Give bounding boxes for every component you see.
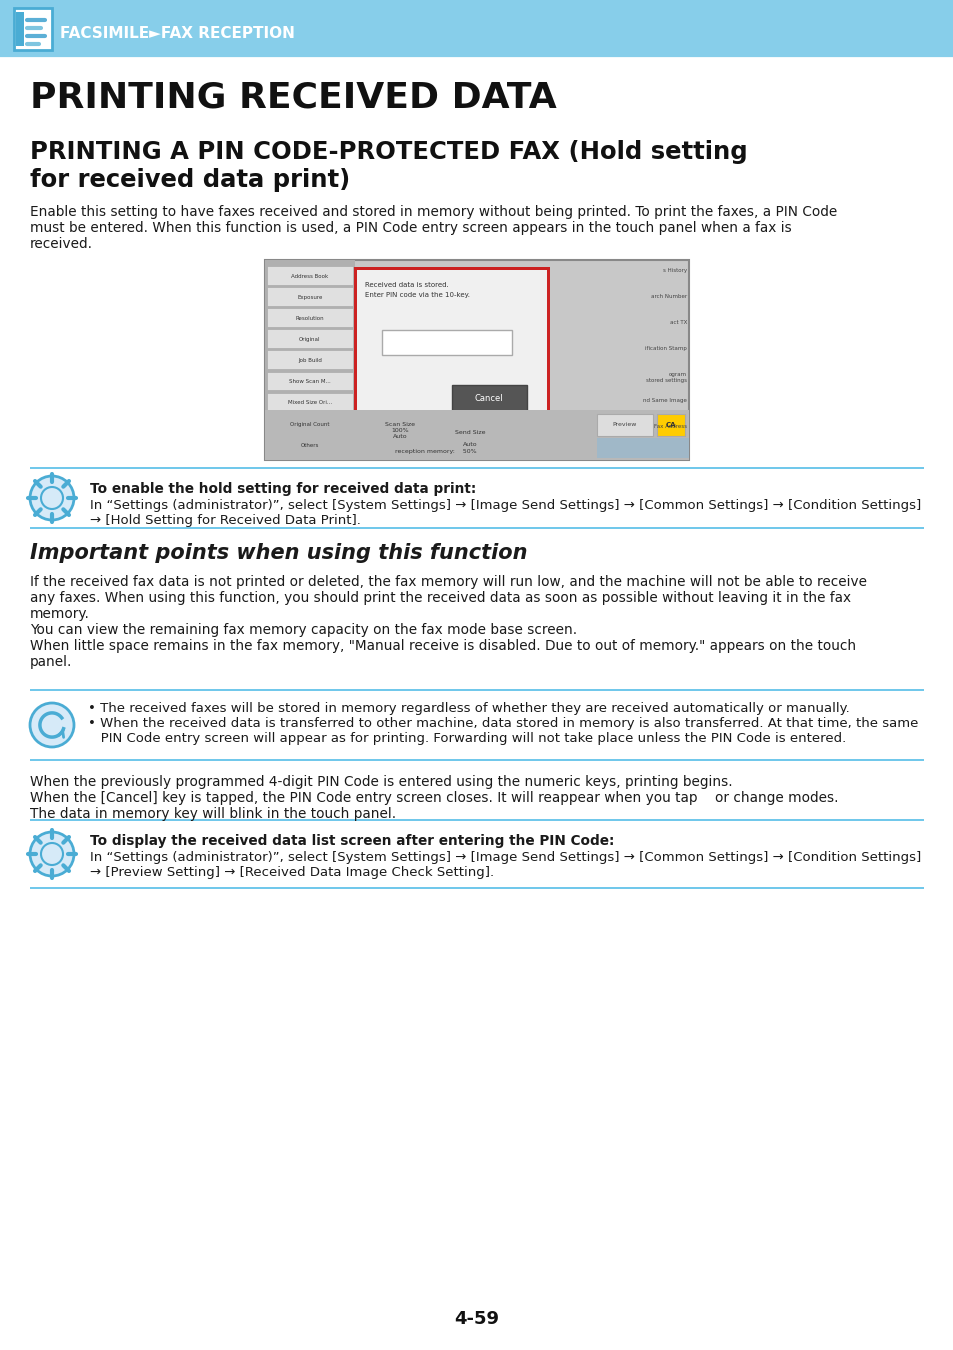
Text: s History: s History [662,269,686,273]
Text: memory.: memory. [30,608,90,621]
Text: panel.: panel. [30,655,72,670]
Text: for received data print): for received data print) [30,167,350,192]
Text: → [Hold Setting for Received Data Print].: → [Hold Setting for Received Data Print]… [90,514,360,526]
Text: Important points when using this function: Important points when using this functio… [30,543,527,563]
Text: FACSIMILE►FAX RECEPTION: FACSIMILE►FAX RECEPTION [60,27,294,42]
Text: Mixed Size Ori...: Mixed Size Ori... [288,401,332,405]
Text: Address Book: Address Book [291,274,328,279]
Bar [265,261,355,460]
Text: • When the received data is transferred to other machine, data stored in memory : • When the received data is transferred … [88,717,918,730]
Bar [267,371,353,390]
Text: Fax Address: Fax Address [654,424,686,429]
Bar [657,414,684,436]
Text: 4-59: 4-59 [454,1310,499,1328]
Text: In “Settings (administrator)”, select [System Settings] → [Image Send Settings] : In “Settings (administrator)”, select [S… [90,500,921,512]
Text: any faxes. When using this function, you should print the received data as soon : any faxes. When using this function, you… [30,591,850,605]
Bar [267,393,353,412]
Text: PIN Code entry screen will appear as for printing. Forwarding will not take plac: PIN Code entry screen will appear as for… [88,732,845,745]
Text: Cancel: Cancel [475,394,503,404]
Text: PRINTING RECEIVED DATA: PRINTING RECEIVED DATA [30,80,557,113]
Text: ification Stamp: ification Stamp [644,346,686,351]
Text: Show Scan M...: Show Scan M... [289,379,331,385]
Text: Enable this setting to have faxes received and stored in memory without being pr: Enable this setting to have faxes receiv… [30,205,837,219]
Text: Received data is stored.: Received data is stored. [365,282,448,288]
Text: • The received faxes will be stored in memory regardless of whether they are rec: • The received faxes will be stored in m… [88,702,849,716]
Text: received.: received. [30,238,92,251]
Bar [265,410,688,460]
Text: In “Settings (administrator)”, select [System Settings] → [Image Send Settings] : In “Settings (administrator)”, select [S… [90,850,921,864]
Text: Enter PIN code via the 10-key.: Enter PIN code via the 10-key. [365,292,470,298]
Circle shape [30,832,74,876]
Text: When little space remains in the fax memory, "Manual receive is disabled. Due to: When little space remains in the fax mem… [30,639,855,653]
Circle shape [30,477,74,520]
Bar [265,261,688,460]
Text: PRINTING A PIN CODE-PROTECTED FAX (Hold setting: PRINTING A PIN CODE-PROTECTED FAX (Hold … [30,140,747,163]
Circle shape [41,487,63,509]
Bar [381,329,512,355]
Text: If the received fax data is not printed or deleted, the fax memory will run low,: If the received fax data is not printed … [30,575,866,589]
Bar [16,12,24,46]
Bar [597,414,652,436]
Text: Preview: Preview [612,423,637,428]
Text: Exposure: Exposure [297,294,322,300]
Bar [452,385,526,413]
Text: must be entered. When this function is used, a PIN Code entry screen appears in : must be entered. When this function is u… [30,221,791,235]
Text: Send Size

Auto: Send Size Auto [455,431,485,447]
Text: Scan Size
100%
Auto: Scan Size 100% Auto [385,423,415,439]
Text: To display the received data list screen after entering the PIN Code:: To display the received data list screen… [90,834,614,848]
Text: You can view the remaining fax memory capacity on the fax mode base screen.: You can view the remaining fax memory ca… [30,622,577,637]
Circle shape [30,703,74,747]
Bar [354,267,550,433]
Text: Original Count: Original Count [290,421,330,427]
Bar [267,414,353,432]
Bar [267,288,353,306]
Text: Job Build: Job Build [297,358,321,363]
Bar [0,0,953,58]
Text: CA: CA [665,423,676,428]
Text: nd Same Image: nd Same Image [642,398,686,404]
Bar [356,270,546,431]
Text: Original: Original [299,338,320,342]
Text: Others: Others [300,443,319,448]
Text: ogram
stored settings: ogram stored settings [645,373,686,383]
Bar [14,8,52,50]
Text: The data in memory key will blink in the touch panel.: The data in memory key will blink in the… [30,807,395,821]
Bar [267,266,353,285]
Bar [597,437,688,458]
Text: reception memory:    50%: reception memory: 50% [395,450,476,455]
Text: When the previously programmed 4-digit PIN Code is entered using the numeric key: When the previously programmed 4-digit P… [30,775,732,788]
Text: When the [Cancel] key is tapped, the PIN Code entry screen closes. It will reapp: When the [Cancel] key is tapped, the PIN… [30,791,838,805]
Bar [267,351,353,369]
Text: Resolution: Resolution [295,316,324,321]
Circle shape [41,842,63,865]
Bar [267,329,353,348]
Text: → [Preview Setting] → [Received Data Image Check Setting].: → [Preview Setting] → [Received Data Ima… [90,865,494,879]
Text: arch Number: arch Number [650,294,686,298]
Text: act TX: act TX [669,320,686,325]
Bar [267,435,353,454]
Text: To enable the hold setting for received data print:: To enable the hold setting for received … [90,482,476,495]
Bar [267,308,353,327]
